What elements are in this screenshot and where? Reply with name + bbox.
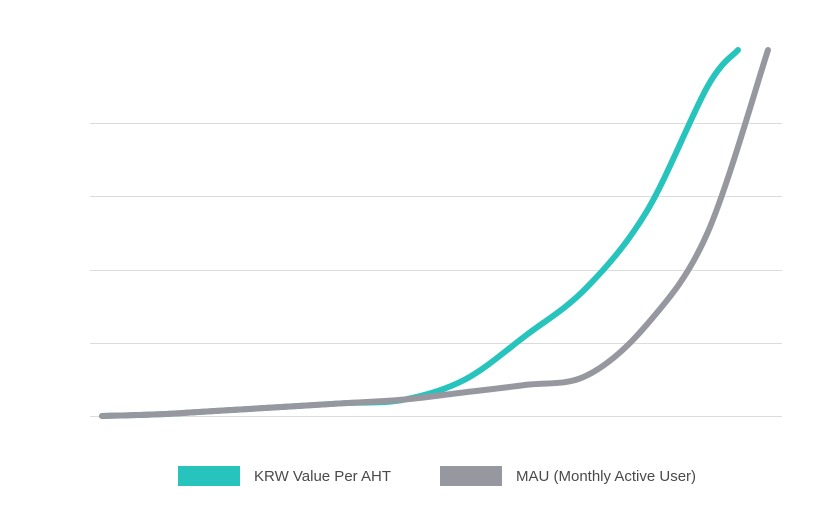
legend-label-krw-value-per-aht: KRW Value Per AHT bbox=[254, 468, 391, 485]
series-line-krw-value-per-aht bbox=[99, 47, 741, 419]
series-lines bbox=[99, 47, 771, 419]
gridlines bbox=[90, 123, 782, 417]
legend-label-mau: MAU (Monthly Active User) bbox=[516, 468, 696, 485]
legend-swatch-krw-value-per-aht bbox=[178, 466, 240, 486]
legend-swatch-mau bbox=[440, 466, 502, 486]
series-line-mau bbox=[99, 47, 771, 419]
legend: KRW Value Per AHT MAU (Monthly Active Us… bbox=[178, 466, 696, 486]
